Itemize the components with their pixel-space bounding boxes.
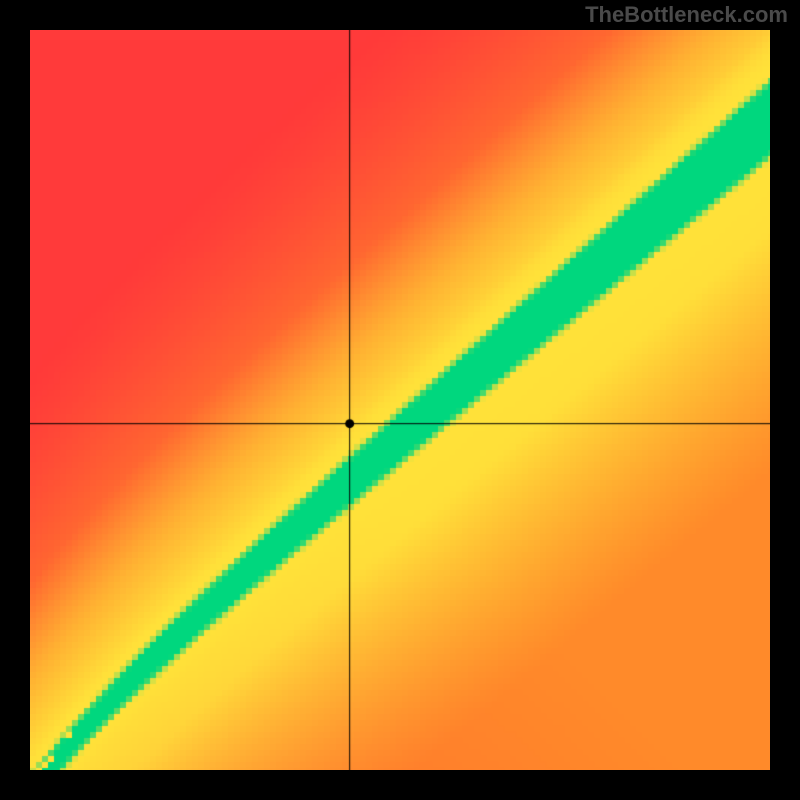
bottleneck-heatmap [30,30,770,770]
watermark-text: TheBottleneck.com [585,2,788,28]
